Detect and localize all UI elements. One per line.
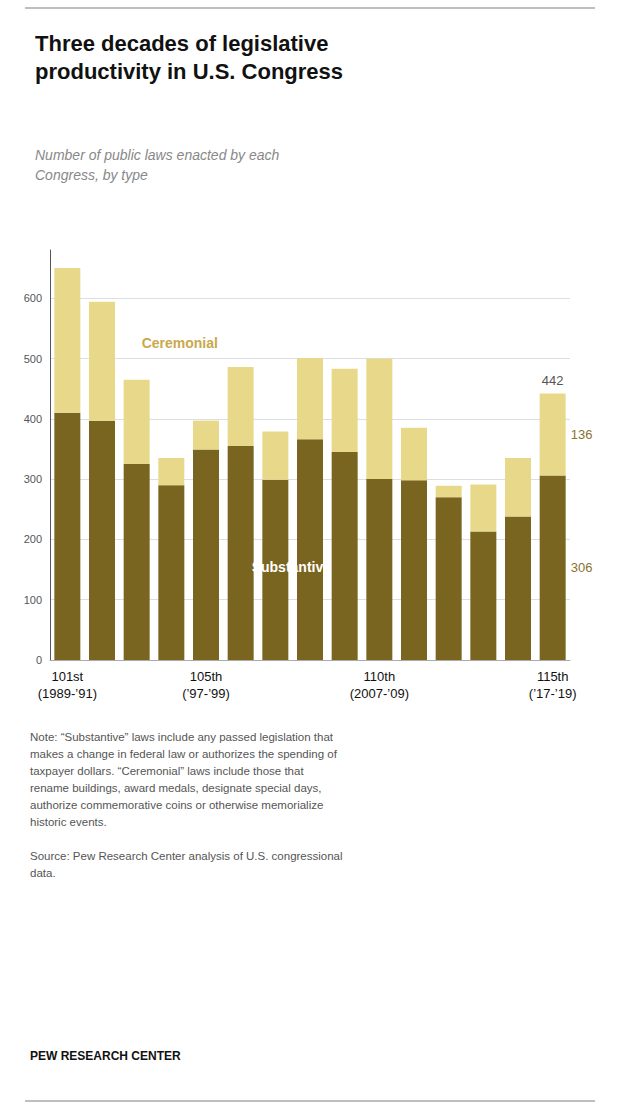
svg-text:110th: 110th (364, 669, 396, 684)
svg-text:historic events.: historic events. (30, 816, 107, 828)
svg-text:136: 136 (571, 427, 593, 442)
svg-text:115th: 115th (537, 669, 569, 684)
svg-text:101st: 101st (51, 669, 83, 684)
svg-text:makes a change in federal law: makes a change in federal law or authori… (30, 748, 338, 760)
svg-text:authorize commemorative coins: authorize commemorative coins or otherwi… (30, 799, 323, 811)
svg-text:Source: Pew Research Center an: Source: Pew Research Center analysis of … (30, 850, 343, 862)
svg-text:300: 300 (24, 473, 42, 485)
svg-text:400: 400 (24, 413, 42, 425)
svg-text:taxpayer dollars. “Ceremonial”: taxpayer dollars. “Ceremonial” laws incl… (30, 765, 304, 777)
svg-text:200: 200 (24, 533, 42, 545)
svg-text:0: 0 (36, 654, 42, 666)
svg-text:Three decades of legislative: Three decades of legislative (35, 31, 328, 56)
svg-text:Ceremonial: Ceremonial (142, 335, 218, 351)
svg-text:Note: “Substantive” laws inclu: Note: “Substantive” laws include any pas… (30, 731, 334, 743)
svg-text:600: 600 (24, 292, 42, 304)
svg-text:306: 306 (571, 560, 593, 575)
svg-text:data.: data. (30, 867, 56, 879)
svg-text:(’17-’19): (’17-’19) (529, 686, 577, 701)
svg-text:100: 100 (24, 594, 42, 606)
svg-text:(2007-’09): (2007-’09) (350, 686, 409, 701)
svg-text:442: 442 (542, 373, 564, 388)
svg-text:Congress, by type: Congress, by type (35, 167, 148, 183)
svg-text:Substantive: Substantive (252, 559, 332, 575)
svg-text:productivity in U.S. Congress: productivity in U.S. Congress (35, 59, 343, 84)
svg-text:500: 500 (24, 353, 42, 365)
svg-text:(1989-’91): (1989-’91) (38, 686, 97, 701)
svg-text:Number of public laws enacted: Number of public laws enacted by each (35, 147, 280, 163)
svg-text:105th: 105th (190, 669, 223, 684)
svg-text:(’97-’99): (’97-’99) (182, 686, 230, 701)
svg-text:rename buildings, award medals: rename buildings, award medals, designat… (30, 782, 322, 794)
svg-text:PEW RESEARCH CENTER: PEW RESEARCH CENTER (30, 1049, 181, 1063)
